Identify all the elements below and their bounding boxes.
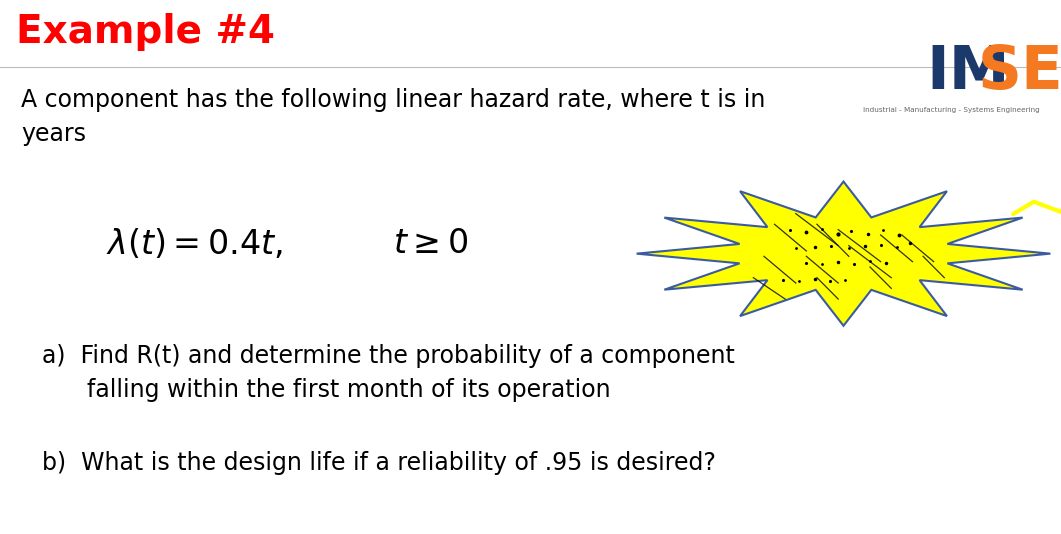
Text: a)  Find R(t) and determine the probability of a component
      falling within : a) Find R(t) and determine the probabili… [42, 344, 735, 402]
Text: Industrial - Manufacturing - Systems Engineering: Industrial - Manufacturing - Systems Eng… [864, 107, 1040, 113]
Text: IM: IM [926, 43, 1010, 101]
Text: Example #4: Example #4 [16, 13, 275, 51]
Polygon shape [637, 182, 1050, 326]
Text: $\lambda(t) = 0.4t,$: $\lambda(t) = 0.4t,$ [106, 227, 283, 261]
Text: $t \geq 0$: $t \geq 0$ [393, 227, 468, 260]
Text: b)  What is the design life if a reliability of .95 is desired?: b) What is the design life if a reliabil… [42, 451, 716, 475]
Text: A component has the following linear hazard rate, where t is in
years: A component has the following linear haz… [21, 88, 766, 146]
Text: SE: SE [977, 43, 1061, 101]
